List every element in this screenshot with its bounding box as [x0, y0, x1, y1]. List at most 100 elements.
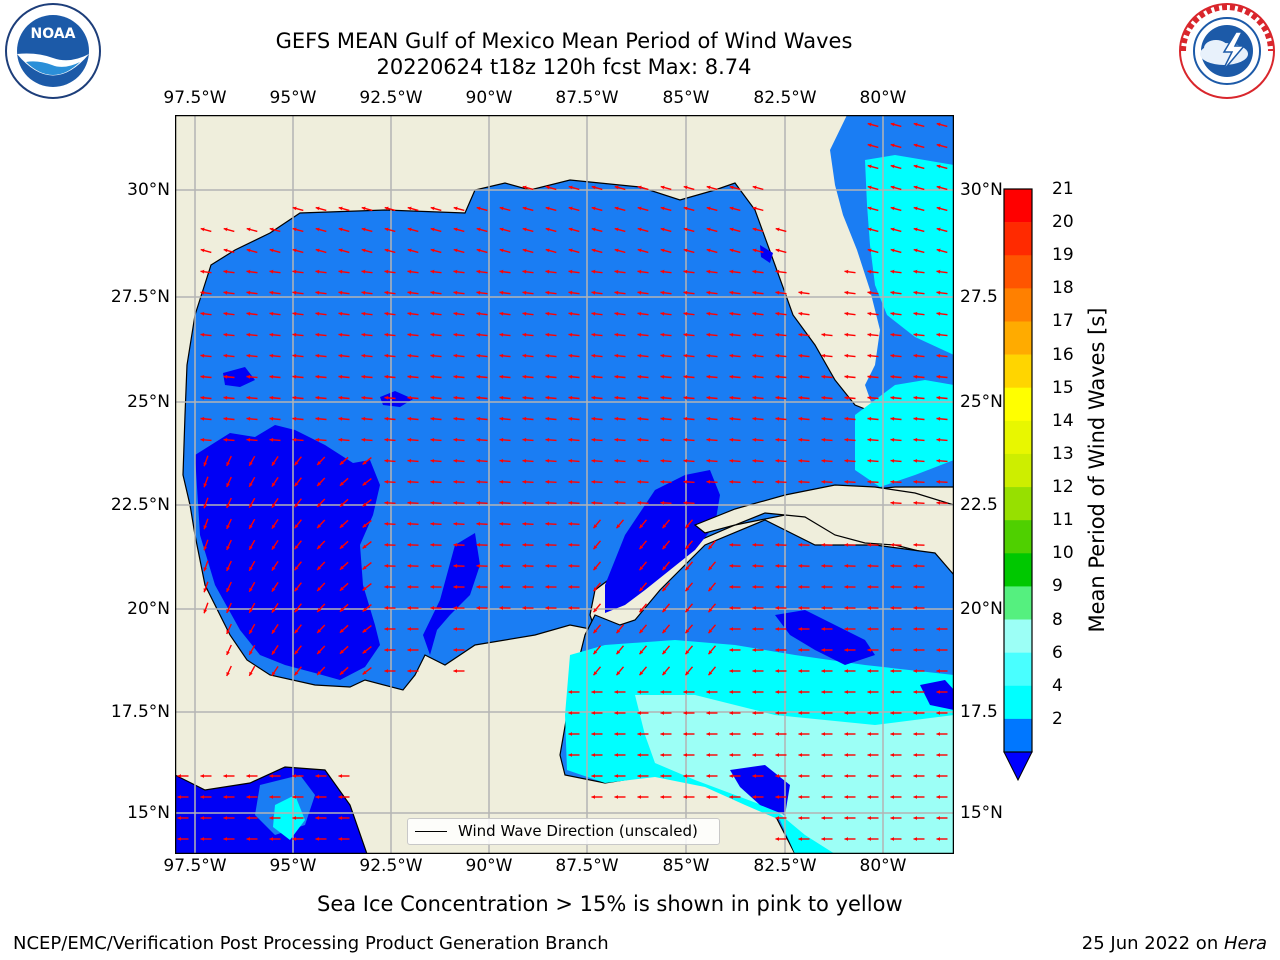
- wind-wave-arrowhead: [936, 164, 941, 169]
- wind-wave-arrowhead: [844, 795, 848, 799]
- wind-wave-arrowhead: [453, 543, 458, 547]
- wind-wave-arrowhead: [476, 269, 481, 274]
- wind-wave-arrowhead: [361, 248, 366, 253]
- wind-wave-arrowhead: [936, 395, 941, 400]
- wind-wave-arrowhead: [936, 122, 941, 127]
- wind-wave-arrowhead: [203, 525, 208, 530]
- wind-wave-arrowhead: [223, 795, 227, 799]
- wind-wave-arrowhead: [660, 774, 664, 778]
- wind-wave-arrowhead: [315, 416, 320, 421]
- lat-tick-right: 15°N: [960, 803, 1003, 823]
- wind-wave-arrowhead: [913, 248, 918, 253]
- wind-wave-arrowhead: [729, 690, 733, 694]
- wind-wave-arrowhead: [614, 774, 618, 778]
- wind-wave-arrowhead: [752, 690, 756, 694]
- wind-wave-arrowhead: [203, 546, 208, 551]
- wind-wave-arrowhead: [292, 290, 297, 295]
- wind-wave-arrowhead: [453, 459, 458, 463]
- wind-wave-arrowhead: [591, 753, 595, 757]
- wind-wave-arrowhead: [729, 206, 734, 211]
- wind-wave-arrowhead: [269, 816, 273, 820]
- wind-wave-arrowhead: [936, 753, 940, 757]
- wind-wave-arrowhead: [522, 459, 527, 463]
- wind-wave-arrowhead: [407, 627, 411, 631]
- lon-tick-bottom: 92.5°W: [359, 856, 423, 876]
- wind-wave-arrowhead: [913, 374, 918, 379]
- wind-wave-arrowhead: [249, 524, 253, 529]
- wind-wave-arrowhead: [223, 353, 228, 358]
- noaa-logo: NOAA: [4, 2, 102, 100]
- wind-wave-arrowhead: [315, 227, 320, 232]
- wind-wave-arrowhead: [407, 585, 412, 589]
- wind-wave-arrowhead: [177, 774, 181, 778]
- wind-wave-arrowhead: [890, 774, 894, 778]
- wind-wave-arrowhead: [660, 437, 665, 442]
- wind-wave-arrowhead: [821, 753, 825, 757]
- wind-wave-arrowhead: [269, 837, 273, 841]
- wind-wave-arrowhead: [775, 837, 779, 841]
- wind-wave-arrowhead: [339, 670, 344, 675]
- wind-wave-arrowhead: [798, 816, 802, 820]
- wind-wave-arrowhead: [430, 459, 435, 463]
- wind-wave-arrowhead: [407, 459, 412, 463]
- lon-tick-top: 90°W: [465, 88, 513, 108]
- wind-wave-arrowhead: [729, 480, 734, 484]
- wind-wave-arrowhead: [775, 816, 779, 820]
- wind-wave-arrowhead: [226, 567, 230, 571]
- wind-wave-arrows: [177, 122, 948, 841]
- map-legend: Wind Wave Direction (unscaled): [407, 818, 720, 845]
- wind-wave-arrowhead: [936, 774, 940, 778]
- wind-wave-arrowhead: [499, 353, 504, 358]
- wind-wave-arrowhead: [890, 480, 895, 484]
- wind-wave-arrowhead: [867, 290, 872, 295]
- colorbar-cell: [1004, 553, 1032, 587]
- wind-wave-arrowhead: [499, 459, 504, 463]
- graticule: [175, 115, 954, 854]
- wind-wave-arrowhead: [752, 416, 757, 421]
- wind-wave-arrowhead: [844, 564, 849, 568]
- wind-wave-arrowhead: [913, 269, 918, 274]
- wind-wave-arrowhead: [752, 711, 756, 715]
- wind-wave-arrowhead: [246, 269, 251, 274]
- wind-wave-arrowhead: [362, 649, 367, 654]
- wind-wave-arrowhead: [637, 206, 642, 211]
- keys-cyan: [855, 380, 954, 487]
- wind-wave-arrowhead: [936, 711, 940, 715]
- wind-wave-arrowhead: [660, 732, 664, 736]
- wind-wave-arrowhead: [407, 522, 412, 526]
- wind-wave-arrowhead: [616, 650, 621, 655]
- wind-wave-arrowhead: [708, 566, 713, 571]
- wind-wave-arrowhead: [729, 185, 734, 190]
- wind-wave-arrowhead: [616, 671, 621, 676]
- colorbar-cell: [1004, 685, 1032, 720]
- wind-wave-arrowhead: [407, 648, 411, 652]
- wind-wave-arrowhead: [614, 711, 618, 715]
- wind-wave-arrowhead: [339, 586, 344, 591]
- wind-wave-arrowhead: [936, 374, 941, 379]
- wind-wave-arrowhead: [292, 774, 296, 778]
- wind-wave-arrowhead: [338, 311, 343, 316]
- wind-wave-arrowhead: [775, 774, 779, 778]
- wind-wave-arrowhead: [593, 566, 598, 571]
- wind-wave-arrowhead: [362, 481, 367, 486]
- lat-tick-right: 22.5: [960, 495, 998, 515]
- wind-wave-arrowhead: [317, 524, 321, 528]
- wind-wave-arrowhead: [706, 437, 711, 442]
- wind-wave-arrowhead: [913, 585, 918, 589]
- wind-wave-arrowhead: [913, 669, 917, 673]
- wind-wave-arrowhead: [890, 332, 895, 337]
- run-date: 25 Jun 2022 on Hera: [1082, 933, 1267, 954]
- wind-wave-arrowhead: [568, 269, 573, 274]
- wind-wave-arrowhead: [226, 630, 230, 634]
- wind-wave-arrowhead: [798, 774, 802, 778]
- wind-wave-arrowhead: [269, 395, 274, 400]
- wind-wave-arrowhead: [591, 795, 595, 799]
- pacific-cyan: [273, 795, 305, 840]
- wind-wave-arrowhead: [637, 416, 642, 421]
- wind-wave-arrowhead: [292, 227, 297, 232]
- wind-wave-arrowhead: [660, 459, 665, 463]
- wind-wave-arrowhead: [936, 206, 941, 211]
- wind-wave-arrowhead: [844, 837, 848, 841]
- wind-wave-arrowhead: [430, 522, 435, 526]
- wind-wave-arrowhead: [867, 374, 872, 379]
